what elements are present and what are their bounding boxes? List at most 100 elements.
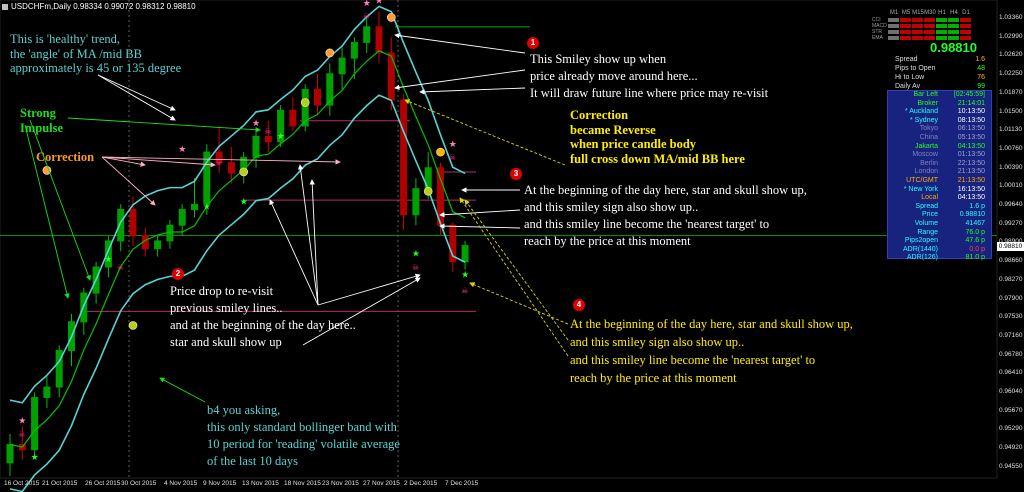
clock-row: Broker 21:14:01 bbox=[888, 100, 991, 109]
price-tick-label: 0.94550 bbox=[999, 462, 1023, 470]
price-tick-label: 0.99640 bbox=[999, 201, 1023, 208]
candle-body bbox=[104, 240, 112, 268]
note-1-line: It will draw future line where price may… bbox=[530, 86, 769, 100]
candle-body bbox=[227, 162, 235, 174]
note-3: At the beginning of the day here, star a… bbox=[524, 182, 807, 250]
indicator-panel: M1 M5 M15 M30 H1 H4 D1 CCI MACD STR EMA bbox=[872, 10, 986, 41]
price-tick-label: 1.03360 bbox=[999, 14, 1023, 21]
date-tick-label: 7 Dec 2015 bbox=[445, 480, 479, 487]
skull-marker: ☠ bbox=[412, 263, 419, 272]
price-tick-label: 1.01130 bbox=[999, 126, 1023, 134]
clock-label: Tokyo bbox=[919, 125, 938, 133]
smiley-marker bbox=[436, 147, 445, 157]
clock-value: 1.6 p bbox=[969, 202, 985, 210]
annotation-arrow bbox=[317, 273, 421, 306]
price-tick-label: 0.96780 bbox=[999, 350, 1023, 358]
note-4-line: reach by the price at this moment bbox=[570, 371, 737, 385]
note-3-line: At the beginning of the day here, star a… bbox=[524, 183, 807, 197]
bollinger-upper-band bbox=[9, 5, 466, 404]
note-3-line: and this smiley line become the 'nearest… bbox=[524, 217, 770, 231]
note-1-line: This Smiley show up when bbox=[530, 52, 667, 66]
date-tick-label: 26 Oct 2015 bbox=[85, 480, 121, 487]
clock-label: Pips2open bbox=[904, 237, 938, 245]
annotation-arrow bbox=[309, 179, 319, 306]
stat-label: Daily Av bbox=[895, 83, 921, 90]
annotation-arrow bbox=[101, 156, 341, 165]
annotation-arrow bbox=[439, 209, 521, 218]
moving-average-line bbox=[9, 50, 466, 448]
indicator-cell bbox=[960, 17, 971, 22]
indicator-cell bbox=[948, 17, 959, 22]
indicator-cell bbox=[960, 29, 971, 34]
annotation-arrow bbox=[101, 156, 156, 206]
smiley-marker bbox=[128, 321, 138, 330]
clock-value: 0.0 p bbox=[969, 245, 985, 253]
timeframe-label: H4 bbox=[950, 10, 958, 16]
date-tick-label: 9 Nov 2015 bbox=[203, 480, 237, 487]
trend-note-line: This is 'healthy' trend, bbox=[10, 32, 121, 46]
clock-row: Spread 1.6 p bbox=[888, 203, 991, 212]
indicator-cell bbox=[900, 17, 911, 22]
candle-body bbox=[129, 209, 137, 237]
annotation-arrow bbox=[159, 377, 206, 403]
indicator-cell bbox=[912, 29, 923, 34]
candle-body bbox=[412, 188, 420, 216]
candle-body bbox=[375, 26, 383, 54]
stat-value: 48 bbox=[977, 65, 985, 72]
clock-label: Volume bbox=[914, 219, 938, 227]
star-marker: ★ bbox=[252, 119, 260, 129]
clock-row: Tokyo 06:13:50 bbox=[888, 125, 991, 134]
indicator-label: CCI bbox=[872, 16, 881, 23]
annotation-arrow bbox=[97, 74, 176, 121]
indicator-cell bbox=[888, 29, 899, 34]
indicator-cell bbox=[900, 29, 911, 34]
clock-row: Bar Left [02:45:59] bbox=[888, 91, 991, 100]
clock-row: China 05:13:50 bbox=[888, 134, 991, 143]
clock-label: China bbox=[919, 133, 938, 141]
star-marker: ★ bbox=[412, 250, 420, 260]
date-tick-label: 18 Nov 2015 bbox=[284, 480, 321, 487]
badge-2: 2 bbox=[172, 268, 184, 280]
clock-value: 81.0 p bbox=[965, 254, 985, 262]
candle-body bbox=[117, 209, 125, 242]
indicator-cell bbox=[912, 23, 923, 28]
note-4-line: and this smiley line become the 'nearest… bbox=[570, 353, 816, 367]
clock-value: 01:13:50 bbox=[957, 151, 985, 159]
annotation-arrow bbox=[404, 99, 566, 166]
badge-4: 4 bbox=[573, 299, 585, 311]
strong-impulse-line: Strong bbox=[20, 106, 56, 120]
clock-label: Bar Left bbox=[913, 91, 938, 98]
clock-value: 21:13:50 bbox=[957, 176, 985, 184]
skull-marker: ☠ bbox=[215, 158, 222, 167]
bollinger-lower-band bbox=[9, 94, 466, 492]
price-tick-label: 0.97160 bbox=[999, 331, 1023, 339]
annotation-arrow bbox=[101, 156, 216, 168]
stat-row: Hi to Low 76 bbox=[895, 74, 985, 83]
note-2-line: Price drop to re-visit bbox=[170, 284, 274, 298]
indicator-cell bbox=[948, 29, 959, 34]
clock-value: 22:13:50 bbox=[957, 159, 985, 167]
clock-label: Spread bbox=[915, 202, 938, 210]
price-tick-label: 1.01870 bbox=[999, 88, 1023, 96]
note-1-line: price already move around here... bbox=[530, 69, 698, 83]
clock-row: Price 0.98810 bbox=[888, 211, 991, 220]
clock-value: 05:13:50 bbox=[957, 133, 985, 141]
clock-row: * Sydney 08:13:50 bbox=[888, 117, 991, 126]
price-axis[interactable]: 1.03360 1.02990 1.02620 1.02250 1.01870 1.015… bbox=[997, 0, 1024, 492]
bollinger-note-line: b4 you asking, bbox=[207, 403, 281, 417]
price-tick-label: 0.96410 bbox=[999, 369, 1023, 377]
candle-body bbox=[6, 444, 14, 464]
clock-label: * New York bbox=[903, 185, 938, 193]
indicator-cell bbox=[924, 35, 935, 40]
trend-note-line: the 'angle' of MA /mid BB bbox=[10, 46, 142, 61]
candle-body bbox=[154, 240, 162, 250]
clock-label: Range bbox=[917, 228, 938, 236]
clock-row: Pips2open 47.6 p bbox=[888, 237, 991, 246]
price-tick-label: 0.95670 bbox=[999, 406, 1023, 414]
star-marker: ★ bbox=[178, 145, 186, 155]
candle-body bbox=[326, 73, 334, 106]
annotation-arrow bbox=[394, 69, 526, 91]
bollinger-note-line: of the last 10 days bbox=[207, 454, 298, 468]
